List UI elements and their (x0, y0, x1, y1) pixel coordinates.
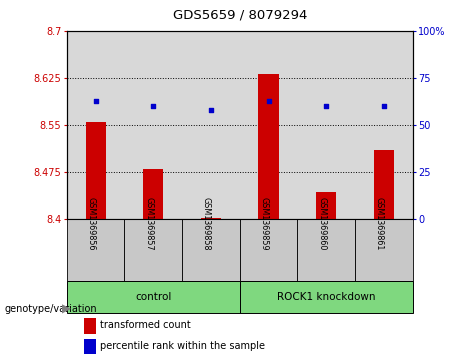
Text: control: control (135, 292, 171, 302)
Text: ▶: ▶ (62, 303, 71, 316)
Bar (201, 218, 221, 219)
Text: GSM1369856: GSM1369856 (87, 197, 95, 251)
Bar (67, 219, 124, 281)
Point (265, 98, 272, 103)
Bar (374, 150, 394, 219)
Bar (84, 339, 96, 354)
Bar (240, 219, 297, 281)
Bar (84, 318, 96, 334)
Bar (124, 219, 182, 281)
Text: GSM1369858: GSM1369858 (202, 197, 211, 251)
Text: GSM1369861: GSM1369861 (375, 197, 384, 251)
Text: GSM1369859: GSM1369859 (260, 197, 268, 251)
Point (92, 98, 99, 103)
Point (207, 107, 214, 113)
Text: transformed count: transformed count (100, 320, 190, 330)
Bar (259, 74, 278, 219)
Text: GSM1369860: GSM1369860 (317, 197, 326, 251)
Text: percentile rank within the sample: percentile rank within the sample (100, 342, 265, 351)
Point (149, 103, 157, 109)
Bar (297, 219, 355, 281)
Bar (143, 169, 163, 219)
Text: GDS5659 / 8079294: GDS5659 / 8079294 (172, 9, 307, 22)
Bar (86, 122, 106, 219)
Text: GSM1369857: GSM1369857 (144, 197, 153, 251)
Text: ROCK1 knockdown: ROCK1 knockdown (277, 292, 375, 302)
Bar (240, 281, 413, 313)
Point (322, 103, 330, 109)
Bar (355, 219, 413, 281)
Bar (316, 192, 336, 219)
Bar (67, 281, 240, 313)
Text: genotype/variation: genotype/variation (5, 304, 97, 314)
Point (380, 103, 387, 109)
Bar (182, 219, 240, 281)
